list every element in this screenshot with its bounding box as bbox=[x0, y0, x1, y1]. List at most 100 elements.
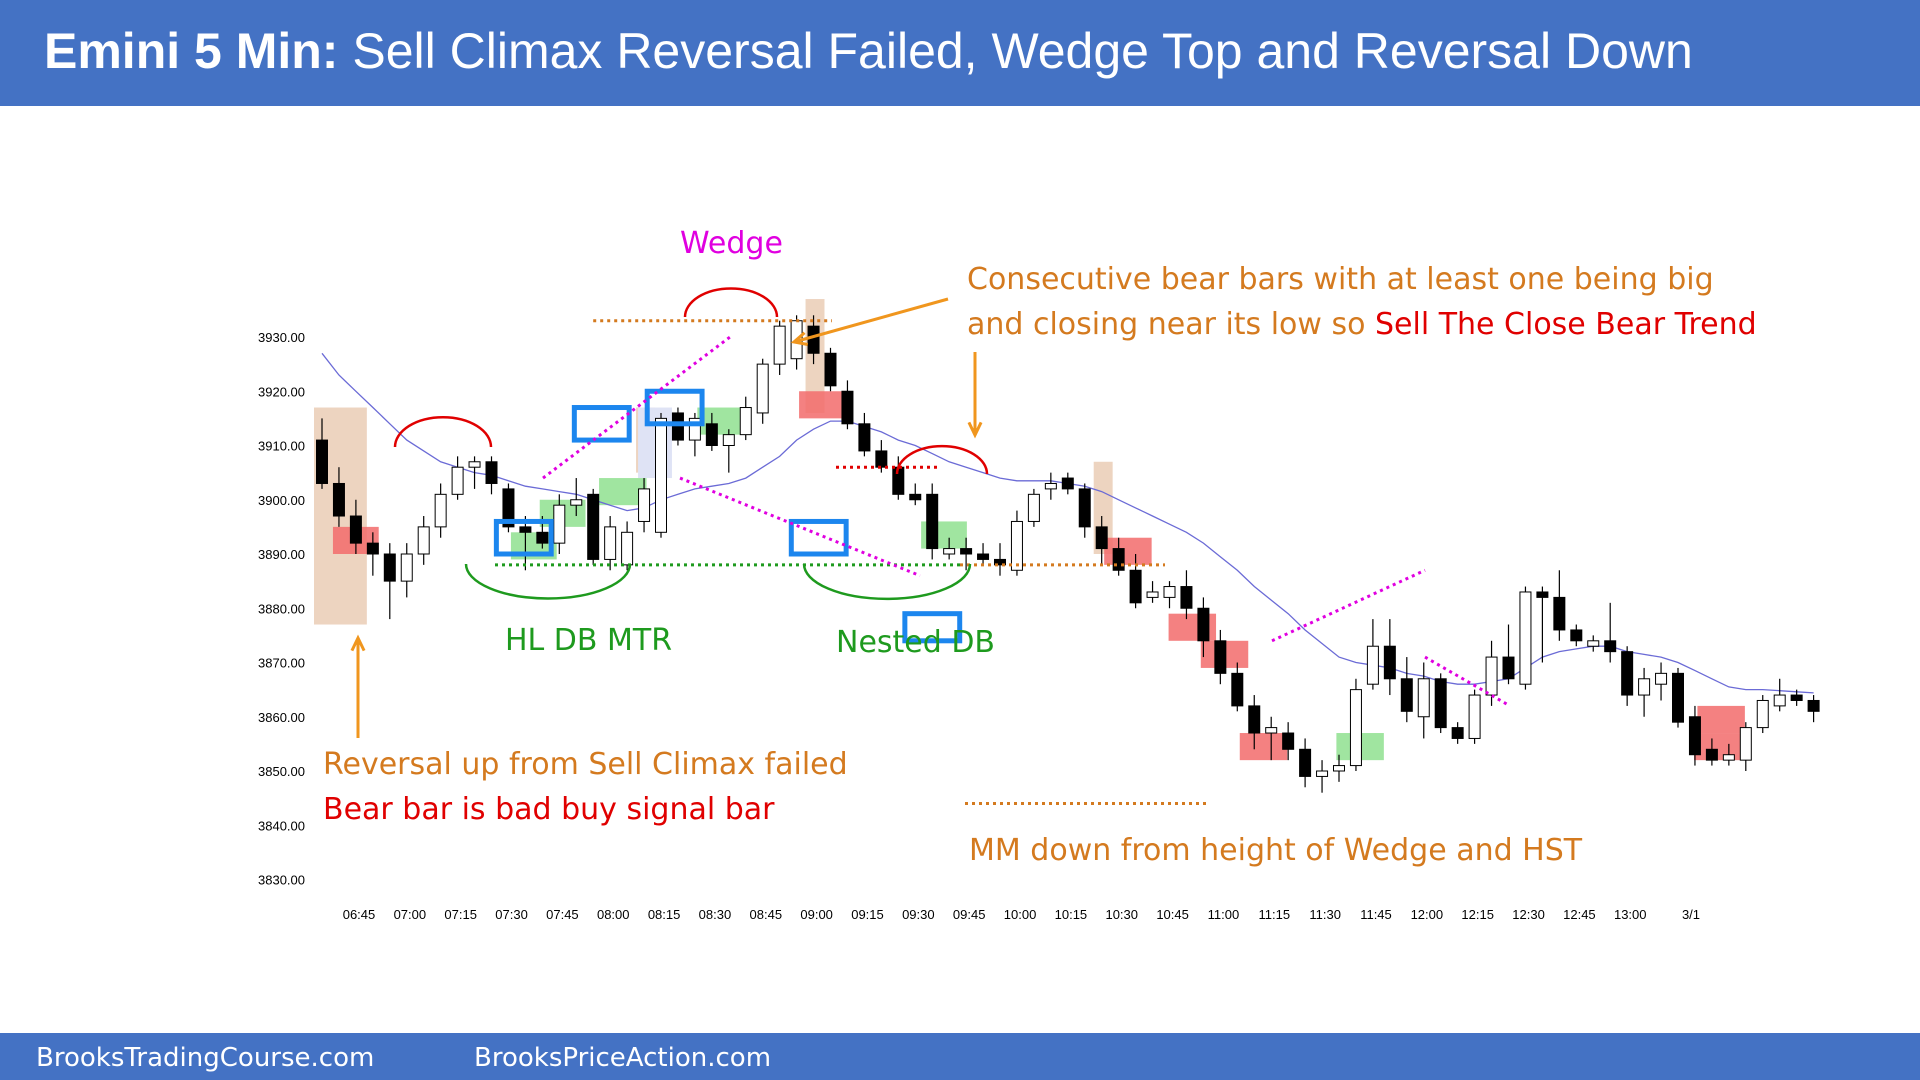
candle bbox=[1146, 581, 1159, 603]
candle-body-bull bbox=[400, 553, 413, 582]
x-tick-label: 12:30 bbox=[1512, 907, 1545, 922]
candle-body-bear bbox=[316, 439, 328, 484]
x-tick-label: 13:00 bbox=[1614, 907, 1647, 922]
candle-body-bear bbox=[383, 553, 396, 582]
candle-body-bull bbox=[468, 461, 481, 468]
candle-body-bear bbox=[1790, 694, 1803, 701]
x-tick-label: 12:00 bbox=[1411, 907, 1444, 922]
candle bbox=[1044, 472, 1057, 500]
label-mm-down: MM down from height of Wedge and HST bbox=[969, 833, 1583, 868]
candle bbox=[1400, 657, 1413, 723]
context-shades bbox=[314, 299, 1113, 625]
candle bbox=[1282, 722, 1295, 761]
candle-body-bull bbox=[434, 493, 447, 528]
footer-link-brookspriceaction[interactable]: BrooksPriceAction.com bbox=[474, 1043, 772, 1073]
candle bbox=[1434, 673, 1447, 734]
y-tick-label: 3850.00 bbox=[258, 764, 305, 779]
x-tick-label: 12:45 bbox=[1563, 907, 1596, 922]
candle bbox=[1655, 662, 1668, 701]
candle bbox=[1739, 722, 1752, 771]
candle bbox=[417, 516, 430, 565]
channel-line-lower bbox=[1424, 655, 1511, 708]
x-tick-label: 11:00 bbox=[1208, 907, 1240, 922]
candle-body-bear bbox=[1688, 716, 1701, 756]
candle bbox=[671, 407, 684, 446]
title-bar bbox=[0, 0, 1920, 106]
label-reversal-failed: Reversal up from Sell Climax failed bbox=[323, 747, 848, 782]
candle-body-bear bbox=[349, 515, 362, 544]
candle bbox=[1163, 581, 1176, 609]
candle bbox=[858, 412, 871, 457]
candle-body-bear bbox=[332, 482, 345, 517]
candle bbox=[366, 532, 379, 576]
arc-top-2 bbox=[683, 287, 779, 318]
candle-body-bear bbox=[1434, 678, 1447, 729]
candle bbox=[451, 456, 464, 500]
candle-body-bear bbox=[926, 493, 939, 550]
candle-body-bull bbox=[1722, 754, 1735, 761]
candle-body-bull bbox=[451, 466, 464, 495]
footer-link-brookstradingcourse[interactable]: BrooksTradingCourse.com bbox=[36, 1043, 375, 1073]
candle bbox=[909, 483, 922, 506]
candle-body-bull bbox=[621, 531, 634, 566]
candle-body-bull bbox=[1316, 770, 1329, 777]
candle-body-bull bbox=[1027, 493, 1040, 522]
candle bbox=[1722, 743, 1735, 766]
candle bbox=[519, 516, 532, 571]
candle-body-bear bbox=[1502, 656, 1515, 680]
candle-body-bear bbox=[909, 493, 922, 501]
candle bbox=[875, 440, 888, 473]
x-tick-label: 09:00 bbox=[800, 907, 833, 922]
arrow-to-wedge-top bbox=[790, 297, 949, 346]
candle bbox=[1383, 619, 1396, 696]
y-tick-label: 3870.00 bbox=[258, 656, 305, 671]
candle-body-bull bbox=[553, 504, 566, 544]
x-tick-label: 09:15 bbox=[851, 907, 884, 922]
label-hl-db-mtr: HL DB MTR bbox=[505, 623, 672, 658]
candle bbox=[722, 429, 735, 473]
candle-body-bear bbox=[671, 412, 684, 441]
annotation-texts: Wedge Consecutive bear bars with at least… bbox=[323, 226, 1757, 868]
candle bbox=[468, 456, 481, 489]
candle-body-bear bbox=[1383, 645, 1396, 680]
signal-zone-5 bbox=[799, 391, 845, 419]
candle bbox=[587, 488, 600, 565]
wedge-trendline-lower bbox=[679, 476, 921, 578]
candle bbox=[977, 543, 990, 565]
candle bbox=[1638, 667, 1651, 717]
x-tick-label: 11:30 bbox=[1309, 907, 1341, 922]
signal-box-2 bbox=[644, 388, 705, 427]
candle bbox=[688, 412, 701, 457]
candle-body-bear bbox=[536, 531, 549, 544]
candle-body-bull bbox=[1366, 645, 1379, 685]
y-tick-label: 3880.00 bbox=[258, 601, 305, 616]
candle-body-bear bbox=[875, 450, 888, 468]
candle-body-bear bbox=[1451, 727, 1464, 739]
candle-body-bear bbox=[1299, 748, 1312, 777]
candle-body-bear bbox=[824, 352, 837, 387]
candle-body-bull bbox=[1638, 678, 1651, 696]
candle bbox=[1621, 646, 1634, 706]
candle bbox=[841, 380, 854, 430]
candle-body-bear bbox=[519, 526, 532, 533]
candle bbox=[807, 315, 820, 365]
candle-body-bear bbox=[1214, 640, 1227, 674]
signal-box-3 bbox=[788, 518, 849, 557]
x-tick-label: 10:45 bbox=[1156, 907, 1189, 922]
candle-body-bull bbox=[773, 325, 786, 365]
label-bad-buy-signal: Bear bar is bad buy signal bar bbox=[323, 792, 775, 827]
candle-body-bull bbox=[943, 548, 956, 555]
title-rest: Sell Climax Reversal Failed, Wedge Top a… bbox=[352, 23, 1693, 79]
candle-body-bear bbox=[960, 548, 973, 555]
signal-zones bbox=[332, 391, 1745, 761]
candle bbox=[773, 320, 786, 375]
x-tick-label: 07:45 bbox=[546, 907, 579, 922]
candle-body-bear bbox=[1536, 591, 1549, 598]
x-tick-label: 11:45 bbox=[1360, 907, 1392, 922]
candle bbox=[739, 396, 752, 441]
candle bbox=[1790, 689, 1803, 706]
candle-body-bull bbox=[604, 526, 617, 560]
candle bbox=[1248, 695, 1261, 750]
candle-body-bear bbox=[1570, 629, 1583, 642]
candle bbox=[960, 537, 973, 571]
